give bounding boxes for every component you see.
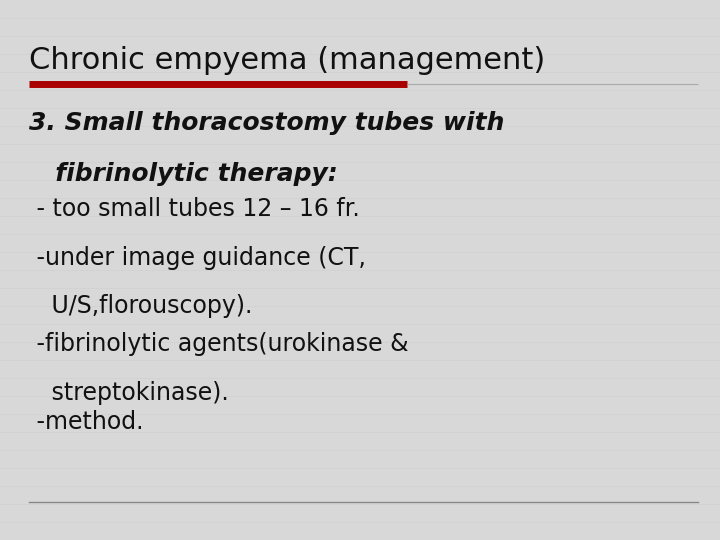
Text: U/S,florouscopy).: U/S,florouscopy). (29, 294, 252, 318)
Text: -method.: -method. (29, 410, 143, 434)
Text: -fibrinolytic agents(urokinase &: -fibrinolytic agents(urokinase & (29, 332, 408, 356)
Text: - too small tubes 12 – 16 fr.: - too small tubes 12 – 16 fr. (29, 197, 359, 221)
Text: streptokinase).: streptokinase). (29, 381, 228, 404)
Text: Chronic empyema (management): Chronic empyema (management) (29, 46, 545, 75)
Text: 3. Small thoracostomy tubes with: 3. Small thoracostomy tubes with (29, 111, 504, 134)
Text: fibrinolytic therapy:: fibrinolytic therapy: (29, 162, 338, 186)
Text: -under image guidance (CT,: -under image guidance (CT, (29, 246, 366, 269)
